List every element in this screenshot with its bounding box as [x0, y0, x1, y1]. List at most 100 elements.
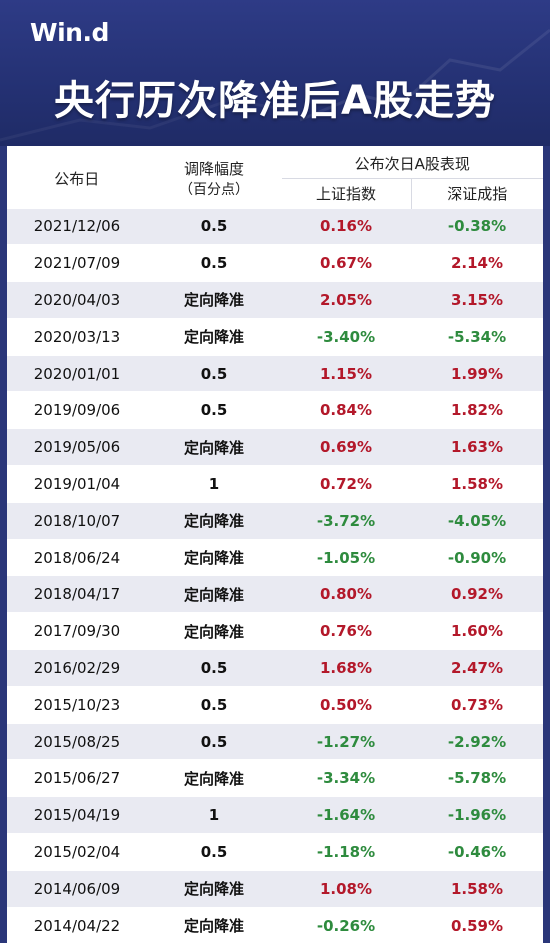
cut-cell: 定向降准: [147, 759, 281, 797]
cut-cell: 0.5: [147, 649, 281, 687]
cut-cell: 定向降准: [147, 317, 281, 356]
table-row: 2018/06/24 定向降准 -1.05% -0.90%: [7, 538, 544, 576]
shanghai-change-cell: 0.67%: [281, 244, 411, 282]
shenzhen-change-cell: -5.78%: [411, 759, 544, 797]
header-shanghai: 上证指数: [281, 178, 412, 208]
date-cell: 2015/06/27: [7, 759, 147, 797]
shenzhen-change-cell: 1.58%: [411, 869, 544, 908]
table-row: 2015/04/19 1 -1.64% -1.96%: [7, 796, 544, 834]
header-next-day-group: 公布次日A股表现: [281, 150, 544, 179]
shanghai-change-cell: 0.16%: [281, 207, 411, 245]
shenzhen-change-cell: 1.82%: [411, 391, 544, 429]
table-row: 2020/04/03 定向降准 2.05% 3.15%: [7, 281, 544, 319]
cut-cell: 0.5: [147, 391, 281, 429]
shanghai-change-cell: 0.80%: [281, 575, 411, 613]
date-cell: 2020/03/13: [7, 317, 147, 356]
table-row: 2020/01/01 0.5 1.15% 1.99%: [7, 354, 544, 392]
shenzhen-change-cell: 2.14%: [411, 244, 544, 282]
rrr-cut-table: 公布日 调降幅度 （百分点） 公布次日A股表现 上证指数 深证成指 2021/1…: [7, 150, 544, 943]
date-cell: 2020/01/01: [7, 354, 147, 392]
header-shenzhen: 深证成指: [411, 178, 544, 208]
shenzhen-change-cell: -0.46%: [411, 833, 544, 871]
shenzhen-change-cell: 1.60%: [411, 612, 544, 650]
table-row: 2016/02/29 0.5 1.68% 2.47%: [7, 649, 544, 687]
shenzhen-change-cell: 1.63%: [411, 428, 544, 466]
date-cell: 2017/09/30: [7, 612, 147, 650]
date-cell: 2019/09/06: [7, 391, 147, 429]
cut-cell: 定向降准: [147, 612, 281, 650]
shanghai-change-cell: 0.69%: [281, 428, 411, 466]
date-cell: 2015/02/04: [7, 833, 147, 871]
shanghai-change-cell: 2.05%: [281, 281, 411, 319]
shanghai-change-cell: 1.08%: [281, 869, 411, 908]
shanghai-change-cell: -1.64%: [281, 796, 411, 834]
shanghai-change-cell: 1.15%: [281, 354, 411, 392]
date-cell: 2020/04/03: [7, 281, 147, 319]
shanghai-change-cell: -0.26%: [281, 906, 411, 943]
shenzhen-change-cell: 0.59%: [411, 906, 544, 943]
header-banner: Win.d 央行历次降准后A股走势: [0, 0, 550, 146]
shanghai-change-cell: -1.18%: [281, 833, 411, 871]
shenzhen-change-cell: 2.47%: [411, 649, 544, 687]
shenzhen-change-cell: -1.96%: [411, 796, 544, 834]
shanghai-change-cell: -3.72%: [281, 501, 411, 540]
cut-cell: 0.5: [147, 207, 281, 245]
cut-cell: 定向降准: [147, 869, 281, 908]
shenzhen-change-cell: 1.99%: [411, 354, 544, 392]
shenzhen-change-cell: -4.05%: [411, 501, 544, 540]
cut-cell: 0.5: [147, 722, 281, 760]
shenzhen-change-cell: 0.92%: [411, 575, 544, 613]
cut-cell: 1: [147, 465, 281, 503]
table-row: 2015/10/23 0.5 0.50% 0.73%: [7, 685, 544, 724]
shanghai-change-cell: 0.50%: [281, 685, 411, 724]
date-cell: 2016/02/29: [7, 649, 147, 687]
table-row: 2015/02/04 0.5 -1.18% -0.46%: [7, 833, 544, 871]
shenzhen-change-cell: 3.15%: [411, 281, 544, 319]
table-row: 2019/09/06 0.5 0.84% 1.82%: [7, 391, 544, 429]
table-row: 2020/03/13 定向降准 -3.40% -5.34%: [7, 317, 544, 356]
date-cell: 2018/04/17: [7, 575, 147, 613]
date-cell: 2015/04/19: [7, 796, 147, 834]
date-cell: 2021/07/09: [7, 244, 147, 282]
cut-cell: 0.5: [147, 244, 281, 282]
table-body: 2021/12/06 0.5 0.16% -0.38% 2021/07/09 0.5 0.6…: [7, 207, 544, 943]
shenzhen-change-cell: -0.90%: [411, 538, 544, 576]
cut-cell: 定向降准: [147, 906, 281, 943]
shenzhen-change-cell: 1.58%: [411, 465, 544, 503]
shanghai-change-cell: 0.72%: [281, 465, 411, 503]
shanghai-change-cell: 0.76%: [281, 612, 411, 650]
date-cell: 2018/06/24: [7, 538, 147, 576]
shanghai-change-cell: 0.84%: [281, 391, 411, 429]
date-cell: 2015/10/23: [7, 685, 147, 724]
header-cut-line1: 调降幅度: [183, 160, 244, 179]
table-row: 2015/08/25 0.5 -1.27% -2.92%: [7, 722, 544, 760]
shanghai-change-cell: -1.27%: [281, 722, 411, 760]
table-row: 2021/07/09 0.5 0.67% 2.14%: [7, 244, 544, 282]
table-row: 2018/04/17 定向降准 0.80% 0.92%: [7, 575, 544, 613]
table-row: 2014/06/09 定向降准 1.08% 1.58%: [7, 869, 544, 908]
date-cell: 2018/10/07: [7, 501, 147, 540]
cut-cell: 0.5: [147, 354, 281, 392]
cut-cell: 1: [147, 796, 281, 834]
shenzhen-change-cell: -2.92%: [411, 722, 544, 760]
page-title: 央行历次降准后A股走势: [54, 78, 496, 124]
cut-cell: 定向降准: [147, 281, 281, 319]
shanghai-change-cell: -3.40%: [281, 317, 411, 356]
table-row: 2014/04/22 定向降准 -0.26% 0.59%: [7, 906, 544, 943]
date-cell: 2021/12/06: [7, 207, 147, 245]
header-date: 公布日: [7, 150, 148, 208]
table-row: 2019/05/06 定向降准 0.69% 1.63%: [7, 428, 544, 466]
cut-cell: 定向降准: [147, 538, 281, 576]
table-row: 2018/10/07 定向降准 -3.72% -4.05%: [7, 501, 544, 540]
shenzhen-change-cell: -0.38%: [411, 207, 544, 245]
table-row: 2019/01/04 1 0.72% 1.58%: [7, 465, 544, 503]
date-cell: 2014/06/09: [7, 869, 147, 908]
shanghai-change-cell: -3.34%: [281, 759, 411, 797]
shenzhen-change-cell: 0.73%: [411, 685, 544, 724]
header-cut: 调降幅度 （百分点）: [147, 150, 282, 208]
table-row: 2017/09/30 定向降准 0.76% 1.60%: [7, 612, 544, 650]
header-cut-line2: （百分点）: [179, 182, 249, 199]
date-cell: 2019/05/06: [7, 428, 147, 466]
shanghai-change-cell: 1.68%: [281, 649, 411, 687]
cut-cell: 定向降准: [147, 428, 281, 466]
